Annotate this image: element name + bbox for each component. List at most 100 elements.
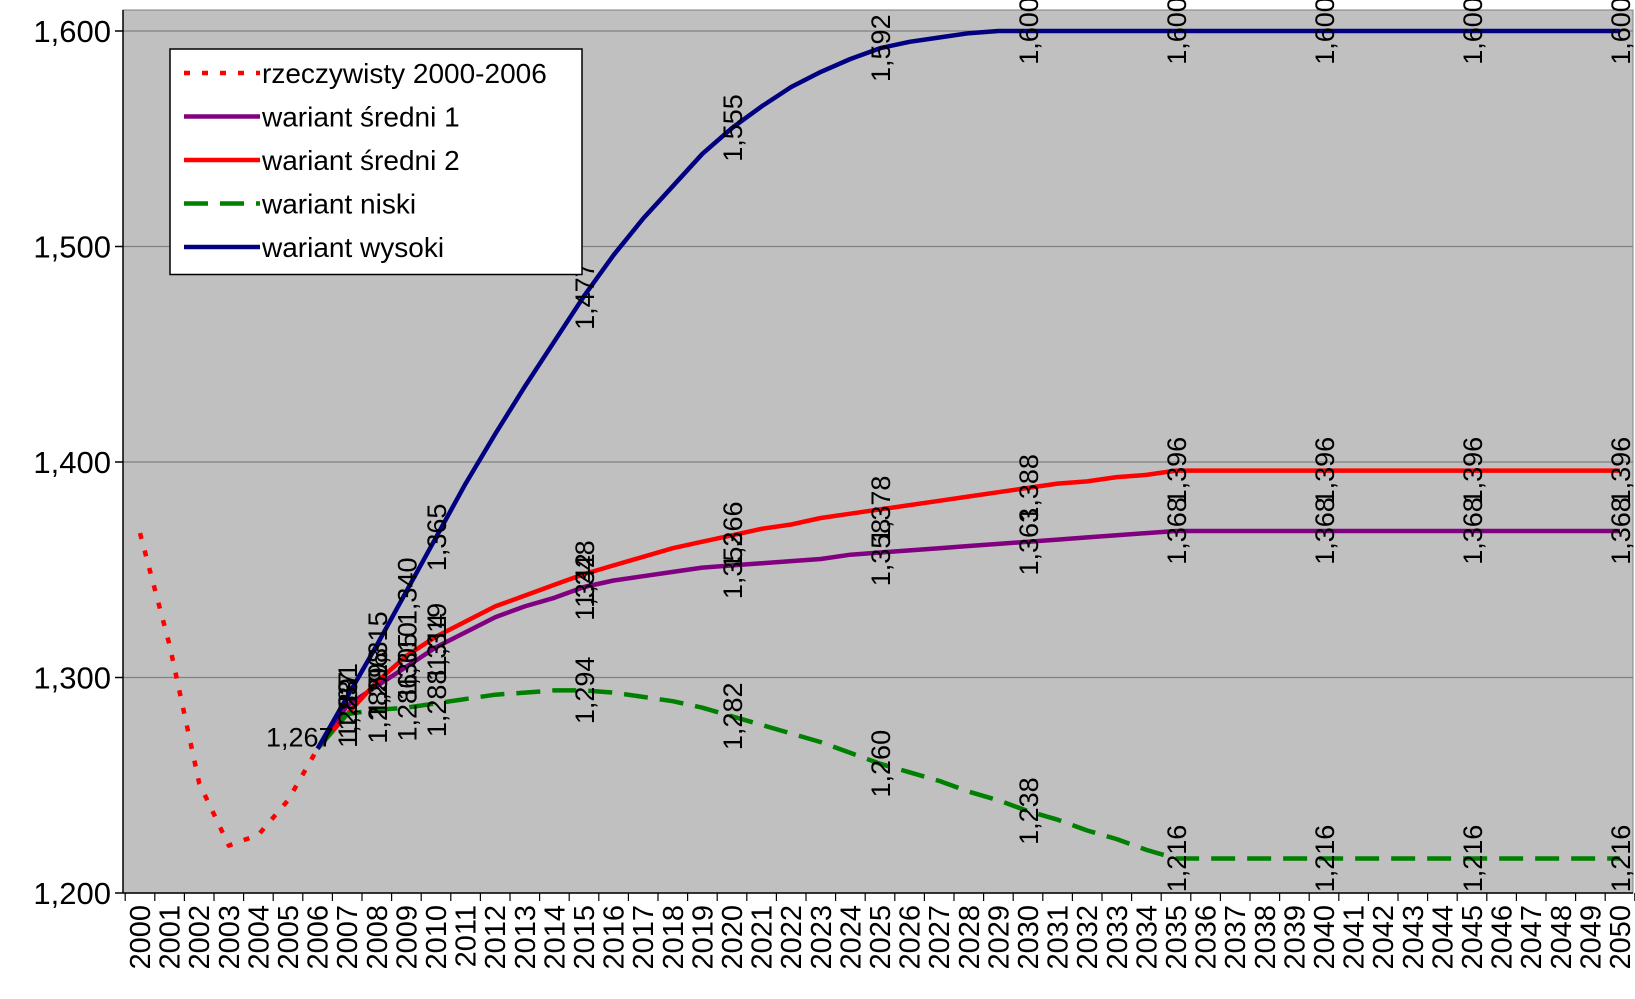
x-tick-label: 2018 [658,905,690,970]
data-label: 1,216 [1162,825,1192,893]
x-tick-label: 2001 [155,905,187,970]
legend-label: wariant średni 1 [261,102,460,133]
x-tick-label: 2005 [273,905,305,970]
data-label: 1,340 [392,558,422,626]
x-tick-label: 2030 [1013,905,1045,970]
data-label: 1,368 [1606,497,1635,565]
x-tick-label: 2022 [776,905,808,970]
x-tick-label: 2012 [480,905,512,970]
x-tick-label: 2045 [1457,905,1489,970]
x-tick-label: 2002 [184,905,216,970]
data-label: 1,348 [570,540,600,608]
x-tick-label: 2043 [1398,905,1430,970]
x-tick-label: 2017 [628,905,660,970]
series-line-1 [315,528,1620,750]
x-tick-label: 2020 [717,905,749,970]
x-tick-label: 2019 [687,905,719,970]
data-label: 1,358 [866,519,896,587]
axes: 1,6001,5001,4001,3001,200200020012002200… [33,10,1635,970]
x-tick-label: 2038 [1250,905,1282,970]
data-label: 1,600 [1606,0,1635,65]
x-tick-label: 2023 [806,905,838,970]
x-tick-label: 2000 [125,905,157,970]
x-tick-label: 2006 [303,905,335,970]
x-tick-label: 2014 [539,905,571,970]
y-tick-label: 1,600 [33,14,111,49]
x-tick-label: 2040 [1309,905,1341,970]
data-label: 1,366 [718,502,748,570]
data-label: 1,363 [1014,508,1044,576]
data-label: 1,286 [392,674,422,742]
data-label: 1,285 [363,676,393,744]
x-tick-label: 2031 [1043,905,1075,970]
x-tick-label: 2049 [1575,905,1607,970]
annotation-label: 1,267 [266,723,334,753]
data-label: 1,287 [333,672,363,740]
series-line-2 [315,468,1620,751]
data-label: 1,314 [422,614,452,682]
data-label: 1,310 [392,622,422,690]
data-label: 1,288 [422,670,452,738]
x-tick-label: 2048 [1546,905,1578,970]
y-tick-label: 1,200 [33,876,111,911]
legend-label: wariant średni 2 [261,145,460,176]
x-tick-label: 2035 [1161,905,1193,970]
data-label: 1,291 [333,663,363,731]
x-tick-label: 2016 [599,905,631,970]
data-label: 1,342 [570,553,600,621]
x-tick-label: 2015 [569,905,601,970]
data-label: 1,365 [422,504,452,572]
x-tick-label: 2039 [1279,905,1311,970]
data-label: 1,282 [718,683,748,751]
data-label: 1,555 [718,94,748,162]
x-tick-label: 2037 [1220,905,1252,970]
y-tick-label: 1,400 [33,445,111,480]
data-label: 1,260 [866,730,896,798]
data-label: 1,600 [1458,0,1488,65]
x-tick-label: 2025 [865,905,897,970]
data-label: 1,378 [866,476,896,544]
data-label: 1,305 [392,633,422,701]
series-line-3 [315,688,1620,861]
x-tick-label: 2044 [1427,905,1459,970]
legend: rzeczywisty 2000-2006 wariant średni 1 war… [169,48,583,276]
data-label: 1,368 [1162,497,1192,565]
x-tick-label: 2010 [421,905,453,970]
y-tick-label: 1,300 [33,661,111,696]
data-label: 1,368 [1458,497,1488,565]
x-tick-label: 2032 [1072,905,1104,970]
x-tick-label: 2021 [747,905,779,970]
x-tick-label: 2004 [243,905,275,970]
data-label: 1,216 [1310,825,1340,893]
x-tick-label: 2028 [954,905,986,970]
x-tick-label: 2029 [983,905,1015,970]
data-label: 1,315 [363,611,393,679]
x-tick-label: 2008 [362,905,394,970]
x-tick-label: 2047 [1516,905,1548,970]
data-label: 1,396 [1606,437,1635,505]
x-tick-label: 2026 [895,905,927,970]
x-tick-label: 2034 [1131,905,1163,970]
data-label: 1,238 [1014,777,1044,845]
data-label: 1,592 [866,14,896,82]
series-layer [137,28,1620,861]
data-label: 1,396 [1162,437,1192,505]
legend-label: wariant niski [261,189,416,220]
x-tick-label: 2024 [835,905,867,970]
data-label: 1,352 [718,532,748,600]
x-tick-label: 2013 [510,905,542,970]
x-tick-label: 2036 [1191,905,1223,970]
x-tick-label: 2003 [214,905,246,970]
data-label: 1,296 [363,652,393,720]
x-tick-label: 2050 [1605,905,1635,970]
data-labels: 1,287 1,296 1,305 1,314 1,342 1,352 1,358 1,363… [266,0,1635,892]
legend-label: wariant wysoki [261,232,444,263]
y-tick-label: 1,500 [33,230,111,265]
x-tick-label: 2009 [391,905,423,970]
data-label: 1,600 [1162,0,1192,65]
x-tick-label: 2027 [924,905,956,970]
x-tick-label: 2041 [1339,905,1371,970]
x-tick-label: 2033 [1102,905,1134,970]
data-label: 1,294 [570,657,600,725]
